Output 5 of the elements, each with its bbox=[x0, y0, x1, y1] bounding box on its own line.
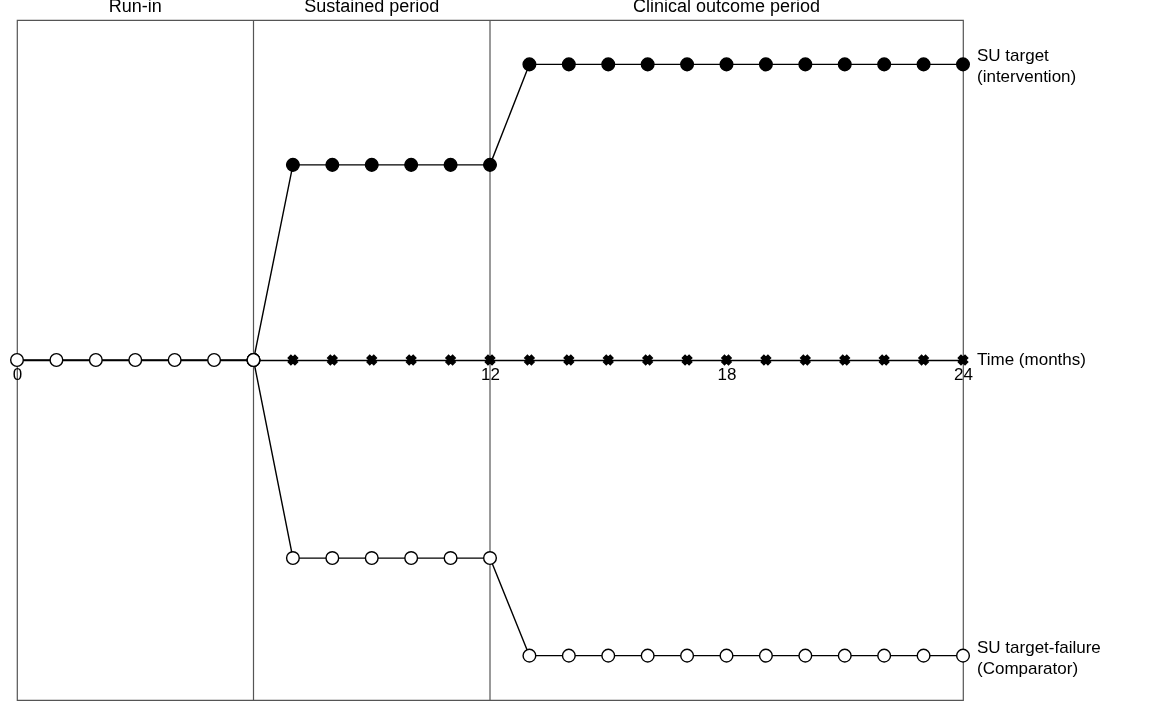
series-label: SU target-failure (Comparator) bbox=[977, 637, 1101, 678]
x-tick-label: 18 bbox=[717, 364, 737, 384]
x-tick-label: 12 bbox=[481, 364, 500, 384]
series-label: SU target (intervention) bbox=[977, 46, 1077, 87]
x-axis-title: Time (months) bbox=[977, 350, 1086, 369]
